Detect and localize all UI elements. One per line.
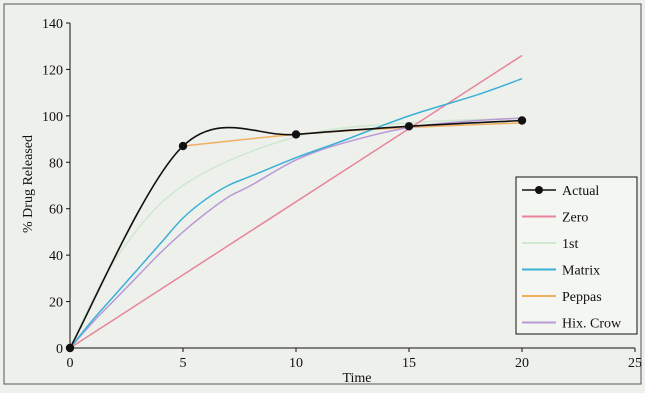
legend-label-hix-crow: Hix. Crow	[562, 317, 622, 332]
data-point-actual	[404, 122, 414, 131]
legend-label-matrix: Matrix	[562, 264, 600, 279]
data-point-actual	[65, 343, 75, 353]
y-tick-label: 80	[49, 156, 63, 171]
legend-marker-actual	[535, 186, 543, 194]
y-tick-label: 60	[49, 203, 63, 218]
axes: 0 20 40 60 80 100 120 140 0 5 10 15 20 25	[42, 17, 642, 371]
legend-label-peppas: Peppas	[562, 290, 602, 305]
data-point-actual	[291, 130, 301, 139]
series-line-1st	[69, 117, 523, 349]
y-tick-label: 120	[42, 63, 63, 78]
x-tick-label: 20	[515, 356, 529, 371]
series-line-actual	[69, 119, 523, 349]
legend-box	[515, 176, 638, 335]
legend: Actual Zero 1st Matrix Peppas Hix. Crow	[515, 176, 638, 335]
x-tick-label: 10	[289, 356, 303, 371]
y-tick-label: 0	[56, 342, 63, 357]
x-tick-label: 5	[180, 356, 187, 371]
data-point-actual	[178, 141, 188, 151]
x-axis-label: Time	[342, 371, 371, 386]
legend-label-1st: 1st	[562, 237, 578, 252]
y-tick-label: 40	[49, 249, 63, 264]
x-tick-label: 25	[628, 356, 642, 371]
y-axis-label: % Drug Released	[21, 135, 36, 233]
series-lines	[69, 54, 523, 349]
y-tick-label: 100	[42, 110, 63, 125]
legend-label-zero: Zero	[562, 211, 588, 226]
x-tick-label: 15	[402, 356, 416, 371]
data-point-actual	[517, 116, 527, 125]
y-tick-label: 20	[49, 296, 63, 311]
x-tick-label: 0	[67, 356, 74, 371]
y-tick-label: 140	[42, 17, 63, 32]
series-markers	[65, 116, 527, 353]
series-line-matrix	[69, 78, 523, 349]
legend-label-actual: Actual	[562, 184, 599, 199]
